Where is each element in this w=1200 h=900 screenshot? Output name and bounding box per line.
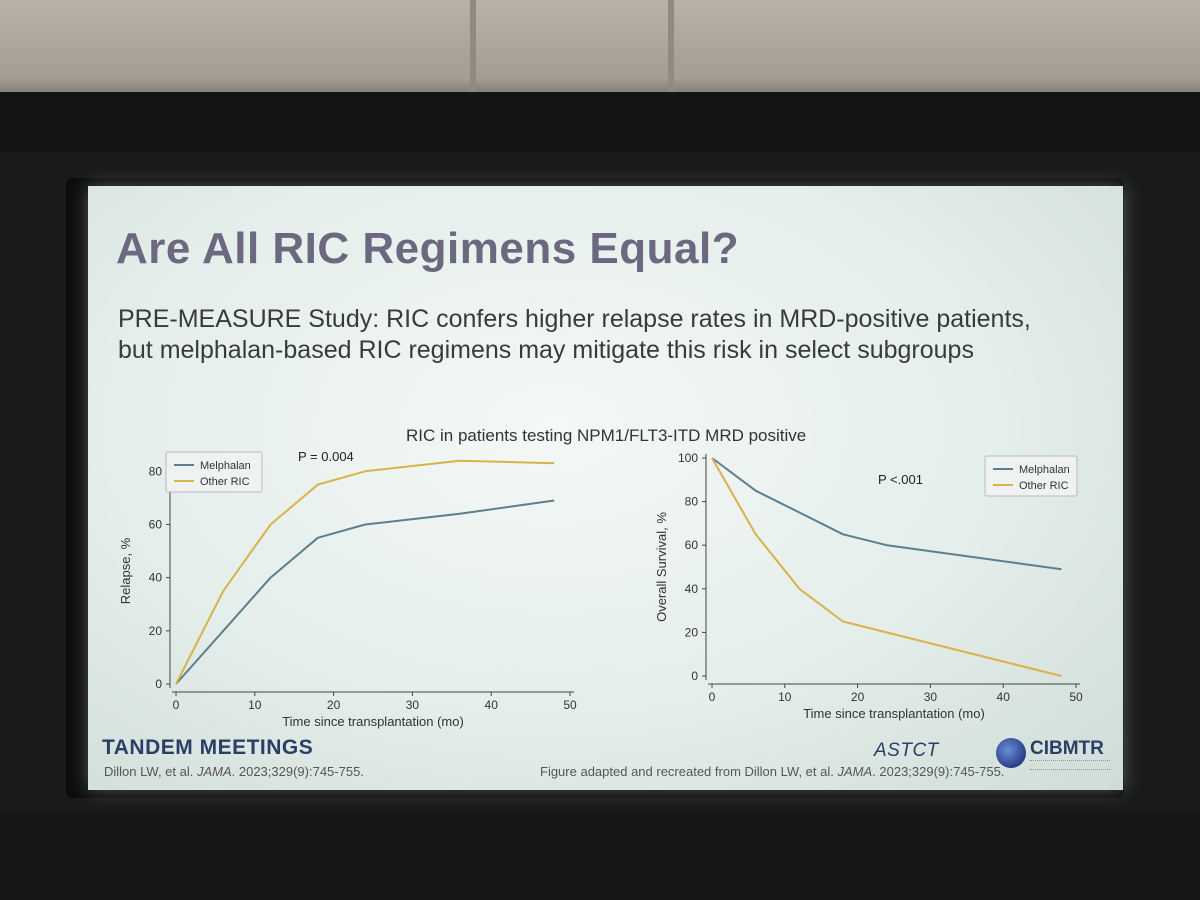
astct-logo: ASTCT: [874, 740, 939, 761]
y-tick-label: 80: [685, 495, 699, 509]
y-tick-label: 100: [678, 451, 698, 465]
x-tick-label: 30: [406, 698, 420, 712]
x-tick-label: 40: [997, 690, 1011, 704]
y-tick-label: 40: [149, 571, 163, 585]
legend-label: Other RIC: [1019, 480, 1069, 492]
y-tick-label: 20: [149, 624, 163, 638]
x-tick-label: 50: [563, 698, 577, 712]
citation-right-prefix: Figure adapted and recreated from Dillon…: [540, 764, 838, 779]
series-line-other-ric: [711, 457, 1062, 677]
y-tick-label: 60: [685, 538, 699, 552]
citation-right-ref: . 2023;329(9):745-755.: [872, 764, 1005, 779]
x-tick-label: 40: [485, 698, 499, 712]
y-tick-label: 20: [685, 625, 699, 639]
x-tick-label: 10: [778, 690, 792, 704]
series-line-melphalan: [711, 457, 1062, 571]
y-tick-label: 60: [149, 517, 163, 531]
y-tick-label: 0: [691, 669, 698, 683]
p-value-annotation: P <.001: [878, 472, 923, 487]
x-tick-label: 50: [1069, 690, 1083, 704]
background-dark-band: [0, 92, 1200, 152]
footer-brand: TANDEM MEETINGS: [102, 736, 314, 759]
x-tick-label: 0: [709, 690, 716, 704]
relapse-chart: 0 20 40 60 80 0 10 20 30 40 50 Time since transplan…: [118, 449, 577, 729]
x-tick-label: 0: [173, 698, 180, 712]
x-axis-label: Time since transplantation (mo): [803, 706, 985, 721]
citation-left-authors: Dillon LW, et al.: [104, 764, 197, 779]
y-axis-label: Relapse, %: [118, 537, 133, 604]
chart-heading: RIC in patients testing NPM1/FLT3-ITD MR…: [406, 426, 807, 445]
cibmtr-logo-icon: [996, 738, 1026, 768]
legend-label: Melphalan: [1019, 464, 1070, 476]
wall-seam: [668, 0, 674, 112]
citation-left-journal: JAMA: [196, 764, 232, 779]
slide-title: Are All RIC Regimens Equal?: [116, 224, 740, 273]
legend-label: Other RIC: [200, 476, 250, 488]
citation-left: Dillon LW, et al. JAMA. 2023;329(9):745-…: [104, 764, 364, 779]
citation-left-ref: . 2023;329(9):745-755.: [231, 764, 364, 779]
background-floor: [0, 810, 1200, 900]
series-line-other-ric: [175, 459, 555, 685]
x-tick-label: 20: [327, 698, 341, 712]
slide-subtitle: PRE-MEASURE Study: RIC confers higher re…: [118, 305, 1031, 364]
x-tick-label: 10: [248, 698, 262, 712]
citation-right: Figure adapted and recreated from Dillon…: [540, 764, 1004, 779]
x-tick-label: 20: [851, 690, 865, 704]
presentation-slide: Are All RIC Regimens Equal? PRE-MEASURE …: [88, 186, 1123, 790]
cibmtr-logo: CIBMTR: [1030, 738, 1104, 759]
legend-label: Melphalan: [200, 460, 251, 472]
series-line-melphalan: [175, 499, 555, 685]
wall-seam: [470, 0, 476, 112]
x-tick-label: 30: [924, 690, 938, 704]
y-tick-label: 40: [685, 582, 699, 596]
x-axis-label: Time since transplantation (mo): [282, 714, 464, 729]
citation-right-journal: JAMA: [837, 764, 873, 779]
p-value-annotation: P = 0.004: [298, 449, 354, 464]
overall-survival-chart: 0 20 40 60 80 100 0 10 20 30 40 50 Time since transp…: [654, 451, 1083, 721]
y-tick-label: 80: [149, 464, 163, 478]
y-axis-label: Overall Survival, %: [654, 512, 669, 622]
cibmtr-logo-tagline-lines: [1030, 760, 1110, 770]
y-tick-label: 0: [155, 677, 162, 691]
